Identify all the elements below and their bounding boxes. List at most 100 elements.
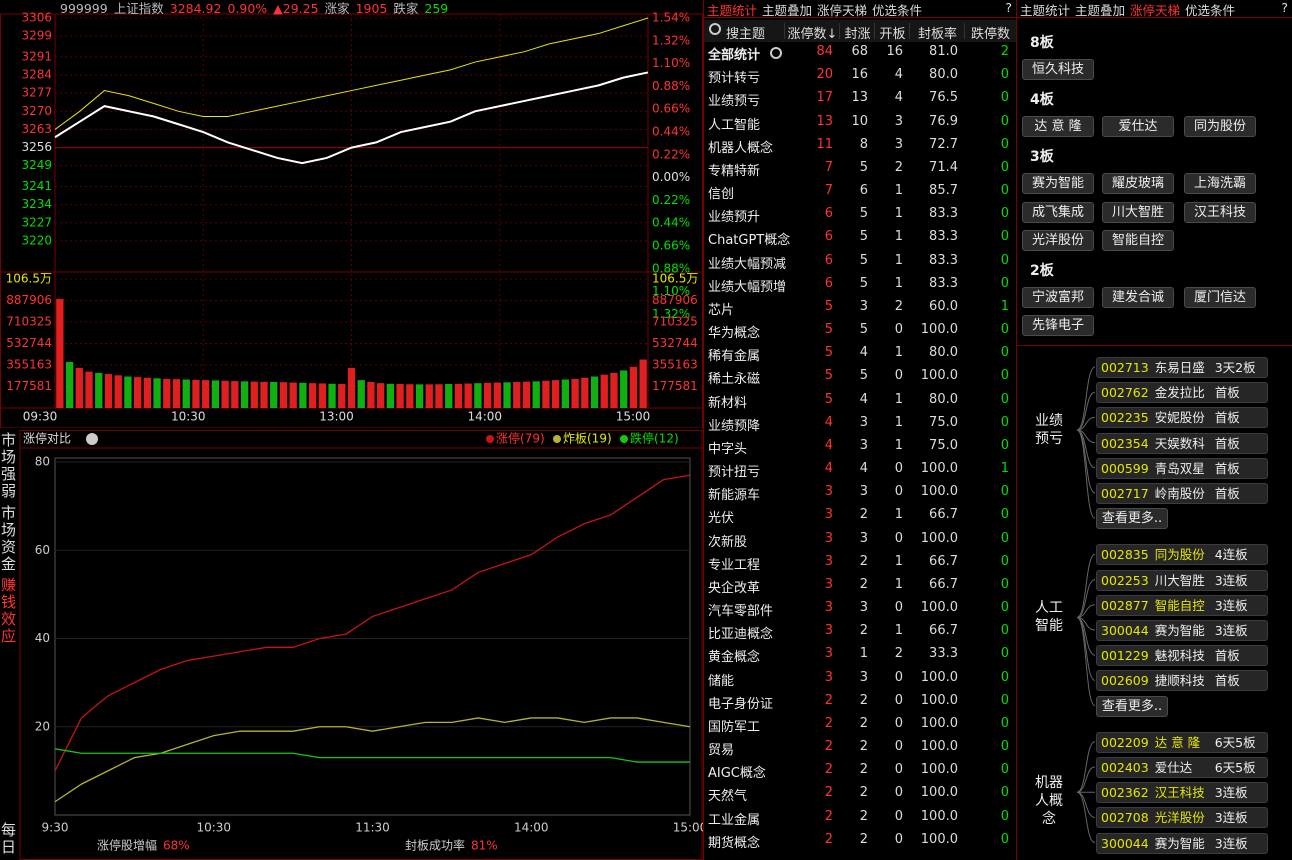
stock-row[interactable]: 002835 同为股份 4连板: [1096, 544, 1268, 566]
column-header[interactable]: 跌停数: [964, 23, 1016, 42]
theme-name[interactable]: 华为概念: [708, 326, 761, 342]
stock-row[interactable]: 002354 天娱数科 首板: [1096, 432, 1268, 454]
theme-name[interactable]: 次新股: [708, 534, 748, 550]
stock-row[interactable]: 002403 爱仕达 6天5板: [1096, 757, 1268, 778]
stock-chip[interactable]: 川大智胜: [1102, 201, 1174, 223]
theme-name[interactable]: 专精特新: [708, 163, 761, 179]
stock-row[interactable]: 002253 川大智胜 3连板: [1096, 569, 1268, 591]
theme-name[interactable]: 新能源车: [708, 488, 761, 504]
volume-tick-label: 355163: [652, 357, 698, 371]
theme-name[interactable]: 光伏: [708, 511, 735, 527]
side-tab[interactable]: 市场强弱: [1, 431, 17, 500]
theme-name[interactable]: 贸易: [708, 743, 735, 759]
theme-value: 8: [859, 136, 868, 152]
theme-name[interactable]: 业绩大幅预减: [708, 256, 787, 272]
side-tab[interactable]: 每日: [1, 821, 17, 856]
stock-chip[interactable]: 光洋股份: [1022, 229, 1094, 251]
column-header[interactable]: 开板: [874, 23, 910, 42]
plot-frame: [54, 457, 691, 816]
stock-chip[interactable]: 爱仕达: [1102, 116, 1174, 138]
tab[interactable]: 涨停天梯: [1130, 3, 1181, 18]
theme-value: 5: [824, 322, 833, 338]
theme-name[interactable]: 全部统计: [708, 48, 761, 63]
theme-name[interactable]: 央企改革: [708, 580, 761, 596]
stock-chip[interactable]: 建发合诚: [1102, 286, 1174, 308]
stock-row[interactable]: 000599 青岛双星 首板: [1096, 457, 1268, 479]
theme-name[interactable]: 业绩预亏: [708, 94, 761, 110]
stock-chip[interactable]: 汉王科技: [1184, 201, 1256, 223]
stock-row[interactable]: 300044 赛为智能 3连板: [1096, 832, 1268, 854]
theme-name[interactable]: 期货概念: [708, 835, 761, 851]
stock-row[interactable]: 002209 达 意 隆 6天5板: [1096, 731, 1268, 753]
theme-name[interactable]: 业绩大幅预增: [708, 279, 787, 295]
help-button[interactable]: ?: [1281, 0, 1288, 15]
theme-name[interactable]: 机器人概念: [708, 140, 774, 156]
more-button[interactable]: 查看更多..: [1096, 508, 1168, 530]
theme-name[interactable]: 汽车零部件: [708, 604, 774, 620]
stock-chip[interactable]: 耀皮玻璃: [1102, 173, 1174, 195]
theme-name[interactable]: 天然气: [708, 789, 748, 805]
theme-value: 17: [816, 90, 833, 106]
theme-name[interactable]: 芯片: [708, 302, 735, 318]
tab[interactable]: 主题叠加: [1075, 3, 1126, 18]
theme-name[interactable]: 信创: [708, 187, 735, 203]
brace-line: [1076, 429, 1096, 494]
stock-chip[interactable]: 厦门信达: [1184, 286, 1256, 308]
stock-chip[interactable]: 成飞集成: [1022, 201, 1094, 223]
theme-name[interactable]: 国防军工: [708, 719, 761, 735]
tab[interactable]: 主题叠加: [762, 3, 813, 18]
theme-name[interactable]: 预计扭亏: [708, 465, 761, 481]
stock-row[interactable]: 002717 岭南股份 首板: [1096, 483, 1268, 504]
theme-name[interactable]: 预计转亏: [708, 71, 761, 87]
tab[interactable]: 主题统计: [707, 3, 758, 18]
stock-chip[interactable]: 达 意 隆: [1022, 116, 1094, 138]
theme-name[interactable]: 工业金属: [708, 812, 761, 828]
theme-name[interactable]: 稀有金属: [708, 349, 761, 365]
theme-value: 100.0: [920, 600, 958, 616]
theme-name[interactable]: ChatGPT概念: [708, 233, 791, 249]
theme-name[interactable]: 业绩预升: [708, 210, 761, 226]
theme-name[interactable]: 专业工程: [708, 557, 761, 573]
theme-name[interactable]: 新材料: [708, 395, 748, 411]
stock-name: 光洋股份: [1154, 810, 1205, 826]
stock-row[interactable]: 002362 汉王科技 3连板: [1096, 782, 1268, 804]
theme-name[interactable]: 人工智能: [708, 117, 761, 133]
stock-row[interactable]: 002877 智能自控 3连板: [1096, 594, 1268, 616]
table-header: 搜主题 涨停数↓ 封涨 开板 封板率 跌停数: [704, 20, 1016, 42]
theme-name[interactable]: 比亚迪概念: [708, 627, 774, 643]
tab[interactable]: 主题统计: [1020, 3, 1071, 18]
stock-chip[interactable]: 上海洗霸: [1184, 173, 1256, 195]
column-header[interactable]: 封板率: [909, 23, 965, 42]
theme-name[interactable]: 稀土永磁: [708, 372, 761, 388]
stock-row[interactable]: 002235 安妮股份 首板: [1096, 407, 1268, 429]
stock-chip[interactable]: 宁波富邦: [1022, 286, 1094, 308]
theme-name[interactable]: 电子身份证: [708, 696, 774, 712]
stock-row[interactable]: 002713 东易日盛 3天2板: [1096, 357, 1268, 378]
pct-tick-label: 0.66%: [652, 102, 690, 116]
theme-name[interactable]: 中字头: [708, 441, 748, 457]
stock-row[interactable]: 002762 金发拉比 首板: [1096, 382, 1268, 404]
stock-chip[interactable]: 恒久科技: [1022, 59, 1094, 80]
more-button[interactable]: 查看更多..: [1096, 695, 1168, 717]
stock-chip[interactable]: 智能自控: [1102, 229, 1174, 251]
stock-chip[interactable]: 赛为智能: [1022, 173, 1094, 195]
theme-name[interactable]: 储能: [708, 673, 735, 689]
theme-name[interactable]: 业绩预降: [708, 418, 761, 434]
theme-name[interactable]: 黄金概念: [708, 650, 761, 666]
theme-name[interactable]: AIGC概念: [708, 766, 766, 782]
tab[interactable]: 优选条件: [1185, 3, 1236, 18]
side-tab[interactable]: 赚钱效应: [1, 576, 17, 645]
stock-row[interactable]: 002708 光洋股份 3连板: [1096, 807, 1268, 829]
tab[interactable]: 涨停天梯: [817, 3, 868, 18]
help-button[interactable]: ?: [1005, 0, 1012, 15]
column-header[interactable]: 封涨: [839, 23, 875, 42]
column-header[interactable]: 涨停数↓: [784, 23, 840, 42]
search-box[interactable]: 搜主题: [726, 27, 766, 42]
tab[interactable]: 优选条件: [872, 3, 923, 18]
stock-chip[interactable]: 同为股份: [1184, 116, 1256, 138]
stock-row[interactable]: 001229 魅视科技 首板: [1096, 645, 1268, 667]
stock-row[interactable]: 002609 捷顺科技 首板: [1096, 670, 1268, 692]
stock-row[interactable]: 300044 赛为智能 3连板: [1096, 620, 1268, 641]
side-tab[interactable]: 市场资金: [1, 504, 17, 573]
stock-chip[interactable]: 先锋电子: [1022, 315, 1094, 337]
